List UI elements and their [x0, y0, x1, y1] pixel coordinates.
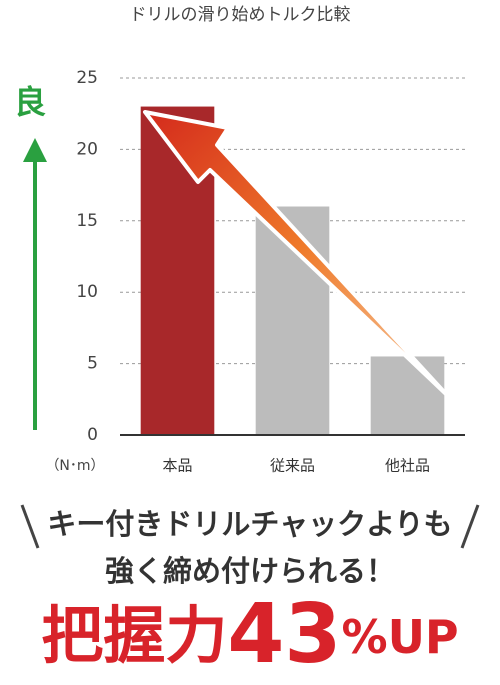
y-tick-label: 10: [76, 282, 98, 302]
headline: 把握力43%UP: [41, 587, 458, 682]
deco-slash: [460, 504, 480, 549]
y-tick-label: 20: [76, 139, 98, 159]
direction-label: 良: [14, 83, 46, 121]
chart-title: ドリルの滑り始めトルク比較: [130, 5, 351, 25]
y-tick-label: 25: [76, 68, 98, 88]
x-tick-label: 本品: [162, 457, 192, 475]
y-unit-label: （N･m）: [45, 458, 104, 474]
y-tick-label: 0: [87, 425, 98, 445]
y-tick-label: 15: [76, 211, 98, 231]
plot: 0 5 10 15 20 25 本品 従来品 他社品: [76, 68, 465, 475]
headline-number: 43: [227, 587, 341, 682]
x-tick-label: 従来品: [270, 457, 315, 475]
x-tick-label: 他社品: [385, 457, 430, 475]
bar: [370, 356, 445, 435]
trend-arrow: [143, 110, 449, 397]
headline-unit: %UP: [341, 610, 458, 664]
y-tick-label: 5: [87, 354, 98, 374]
callout-line: キー付きドリルチャックよりも: [47, 507, 452, 541]
up-arrow-head: [23, 138, 47, 162]
headline-word: 把握力: [41, 599, 227, 672]
callout-line: 強く締め付けられる！: [105, 554, 395, 588]
deco-slash: [20, 504, 40, 549]
